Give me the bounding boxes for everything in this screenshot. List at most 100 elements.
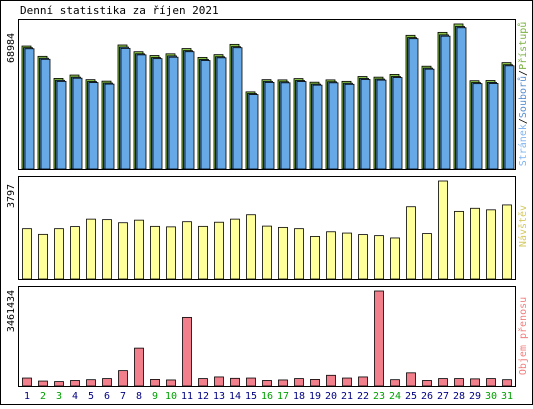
day-label-6: 6: [104, 391, 110, 402]
day-label-26: 26: [421, 391, 433, 402]
bytes-bar-day-13: [214, 376, 224, 387]
bytes-bar-day-29: [470, 378, 480, 387]
bytes-bar-day-5: [86, 379, 96, 387]
hits-ymax-label: 68984: [6, 33, 17, 63]
visits-ymax-label: 3797: [6, 184, 17, 208]
day-label-24: 24: [389, 391, 401, 402]
bytes-ymax-label: 3461434: [6, 290, 17, 332]
day-label-16: 16: [261, 391, 273, 402]
bytes-bar-day-30: [486, 378, 496, 387]
hits-bar-stránek-day-23: [376, 79, 387, 170]
hits-bar-stránek-day-25: [408, 38, 419, 170]
bytes-bar-day-8: [134, 347, 144, 387]
bytes-bar-day-3: [54, 381, 64, 387]
day-label-29: 29: [469, 391, 481, 402]
day-label-10: 10: [165, 391, 177, 402]
bytes-bar-day-28: [454, 378, 464, 387]
visits-bar-day-12: [198, 225, 208, 280]
day-label-27: 27: [437, 391, 449, 402]
chart-title: Denní statistika za říjen 2021: [20, 4, 219, 17]
bytes-bar-day-21: [342, 377, 352, 387]
bytes-panel-frame: [18, 286, 516, 387]
hits-panel-frame: [18, 19, 516, 170]
hits-legend-separator: /: [518, 118, 529, 124]
hits-legend-separator: /: [518, 70, 529, 76]
visits-bar-day-28: [454, 210, 464, 280]
hits-bar-stránek-day-8: [136, 54, 147, 170]
bytes-bar-day-22: [358, 376, 368, 387]
bytes-bar-day-15: [246, 377, 256, 387]
hits-bar-stránek-day-27: [440, 35, 451, 170]
day-label-12: 12: [197, 391, 209, 402]
bytes-bar-day-12: [198, 378, 208, 387]
bytes-bar-day-25: [406, 372, 416, 387]
bytes-bar-day-31: [502, 379, 512, 387]
visits-bar-day-20: [326, 231, 336, 280]
visits-bar-day-8: [134, 219, 144, 280]
bytes-bar-day-1: [22, 377, 32, 387]
visits-bar-day-11: [182, 221, 192, 280]
hits-bar-stránek-day-5: [88, 82, 99, 170]
bytes-bar-day-17: [278, 379, 288, 387]
day-label-17: 17: [277, 391, 289, 402]
hits-bar-stránek-day-22: [360, 79, 371, 170]
visits-bar-day-9: [150, 225, 160, 280]
visits-panel-frame: [18, 176, 516, 280]
hits-bar-stránek-day-18: [296, 81, 307, 170]
hits-legend-přístupů: Přístupů: [517, 22, 529, 70]
hits-bar-stránek-day-28: [456, 27, 467, 170]
bytes-bar-day-14: [230, 377, 240, 387]
bytes-bar-day-23: [374, 290, 384, 387]
day-label-18: 18: [293, 391, 305, 402]
visits-bar-day-23: [374, 235, 384, 280]
visits-bar-day-16: [262, 225, 272, 280]
bytes-bar-day-20: [326, 374, 336, 387]
day-label-19: 19: [309, 391, 321, 402]
day-label-31: 31: [501, 391, 513, 402]
hits-series-labels: Stránek/Souborů/Přístupů: [517, 22, 529, 167]
bytes-bar-day-2: [38, 380, 48, 387]
visits-bar-day-29: [470, 207, 480, 280]
hits-bar-stránek-day-20: [328, 82, 339, 170]
visits-bar-day-25: [406, 206, 416, 280]
hits-bar-stránek-day-4: [72, 77, 83, 170]
visits-bar-day-26: [422, 233, 432, 280]
hits-bar-stránek-day-10: [168, 56, 179, 170]
day-label-13: 13: [213, 391, 225, 402]
visits-bar-day-30: [486, 209, 496, 280]
bytes-panel: [18, 286, 516, 387]
day-label-11: 11: [181, 391, 193, 402]
visits-bar-day-19: [310, 236, 320, 280]
hits-bar-stránek-day-24: [392, 77, 403, 170]
hits-bar-stránek-day-9: [152, 58, 163, 170]
hits-bar-stránek-day-17: [280, 82, 291, 170]
hits-panel: [18, 19, 516, 170]
bytes-bar-day-19: [310, 379, 320, 387]
hits-bar-stránek-day-30: [488, 83, 499, 170]
visits-bar-day-7: [118, 222, 128, 280]
visits-bar-day-14: [230, 218, 240, 280]
hits-bar-stránek-day-26: [424, 68, 435, 170]
hits-bar-stránek-day-3: [56, 80, 67, 170]
day-label-2: 2: [40, 391, 46, 402]
bytes-bar-day-4: [70, 380, 80, 387]
day-label-25: 25: [405, 391, 417, 402]
visits-bar-day-21: [342, 232, 352, 280]
bytes-bar-day-27: [438, 378, 448, 387]
visits-bar-day-27: [438, 180, 448, 280]
hits-bar-stránek-day-29: [472, 83, 483, 170]
day-label-7: 7: [120, 391, 126, 402]
hits-bar-stránek-day-14: [232, 47, 243, 170]
day-label-8: 8: [136, 391, 142, 402]
day-label-4: 4: [72, 391, 78, 402]
day-label-14: 14: [229, 391, 241, 402]
bytes-bar-day-16: [262, 380, 272, 387]
day-label-21: 21: [341, 391, 353, 402]
hits-bar-stránek-day-11: [184, 51, 195, 170]
bytes-bar-day-10: [166, 379, 176, 387]
visits-bar-day-31: [502, 204, 512, 280]
visits-bar-day-13: [214, 221, 224, 280]
